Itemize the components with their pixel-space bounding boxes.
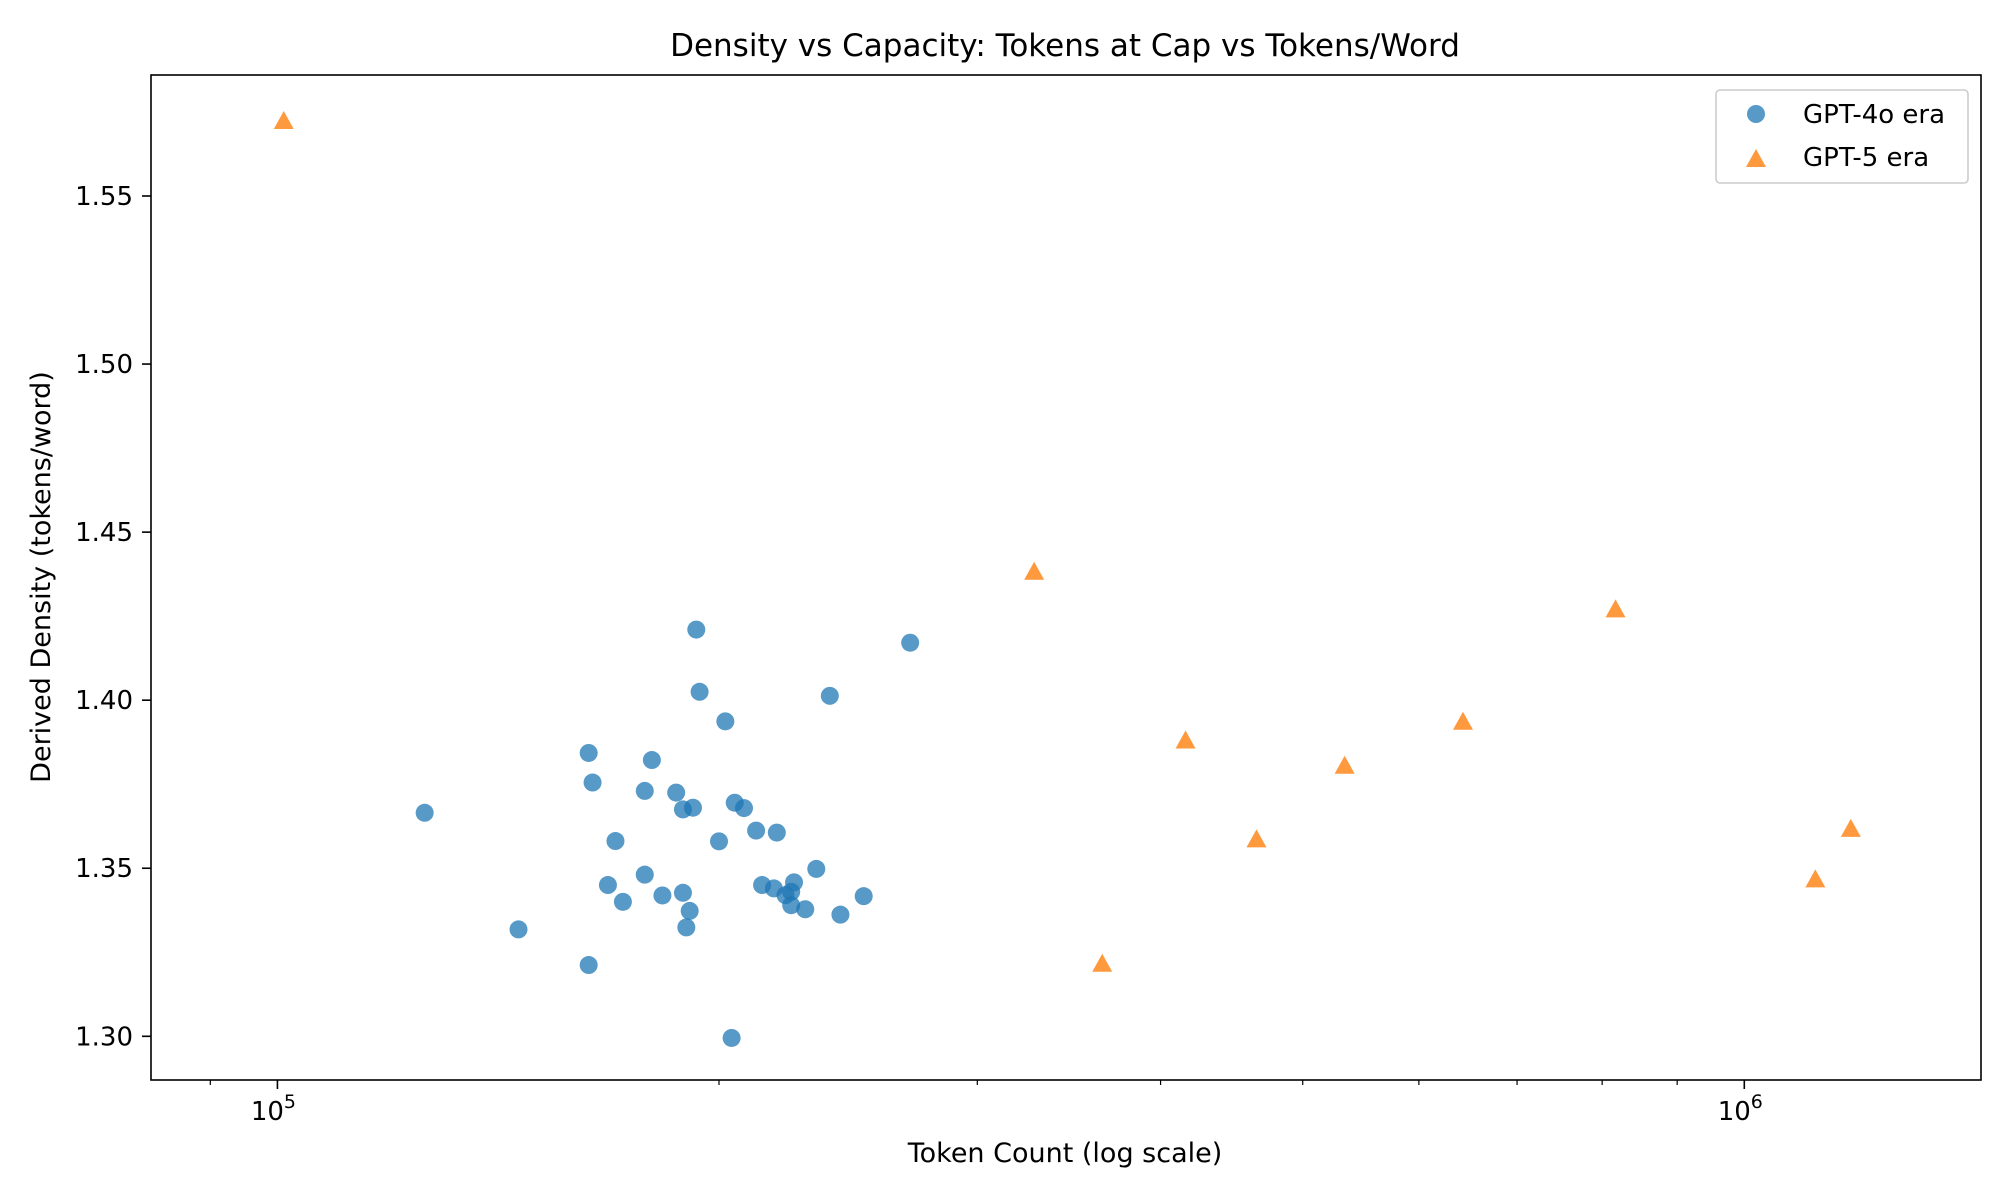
- data-point: [683, 798, 702, 817]
- data-point: [415, 803, 434, 822]
- x-axis-label: Token Count (log scale): [907, 1138, 1223, 1169]
- data-point: [854, 887, 873, 906]
- data-point: [1024, 561, 1045, 580]
- y-tick-label: 1.30: [75, 1022, 133, 1052]
- plot-area: [273, 111, 1861, 1047]
- x-tick-label: 105: [251, 1091, 296, 1127]
- y-tick-label: 1.50: [75, 350, 133, 380]
- legend-label: GPT-4o era: [1803, 100, 1945, 130]
- legend: GPT-4o era GPT-5 era: [1715, 89, 1969, 184]
- data-point: [767, 823, 786, 842]
- legend-marker-circle: [1747, 105, 1765, 123]
- data-point: [1452, 711, 1473, 730]
- legend-label: GPT-5 era: [1803, 143, 1929, 173]
- axes-frame: [150, 74, 1982, 1081]
- y-tick-label: 1.45: [75, 518, 133, 548]
- data-point: [690, 682, 709, 701]
- data-point: [635, 865, 654, 884]
- data-point: [1334, 755, 1355, 774]
- data-point: [613, 892, 632, 911]
- data-point: [680, 901, 699, 920]
- data-point: [509, 920, 528, 939]
- x-tick-label: 106: [1718, 1091, 1763, 1127]
- data-point: [1840, 818, 1861, 837]
- data-point: [1605, 599, 1626, 618]
- data-point: [642, 751, 661, 770]
- y-axis-label: Derived Density (tokens/word): [26, 371, 57, 783]
- y-tick-label: 1.40: [75, 686, 133, 716]
- y-tick-label: 1.35: [75, 854, 133, 884]
- data-point: [747, 821, 766, 840]
- data-point: [673, 883, 692, 902]
- data-point: [667, 783, 686, 802]
- data-point: [677, 918, 696, 937]
- y-tick-label: 1.55: [75, 182, 133, 212]
- data-point: [734, 799, 753, 818]
- data-point: [635, 781, 654, 800]
- data-point: [583, 773, 602, 792]
- data-point: [273, 111, 294, 130]
- data-point: [831, 905, 850, 924]
- series-gpt-4o-era: [415, 620, 920, 1047]
- data-point: [606, 832, 625, 851]
- data-point: [579, 743, 598, 762]
- legend-marker-triangle: [1746, 149, 1766, 167]
- data-point: [716, 712, 735, 731]
- data-point: [598, 876, 617, 895]
- data-point: [1175, 730, 1196, 749]
- data-point: [653, 886, 672, 905]
- chart-title: Density vs Capacity: Tokens at Cap vs To…: [670, 28, 1460, 64]
- data-point: [785, 873, 804, 892]
- data-point: [796, 900, 815, 919]
- data-point: [1246, 829, 1267, 848]
- data-point: [782, 896, 801, 915]
- data-point: [722, 1028, 741, 1047]
- data-point: [1092, 953, 1113, 972]
- data-point: [579, 956, 598, 975]
- data-point: [820, 686, 839, 705]
- data-point: [709, 832, 728, 851]
- data-point: [807, 859, 826, 878]
- axes: 1.30 1.35 1.40 1.45 1.50 1.55 105 106: [75, 74, 1982, 1127]
- series-gpt-5-era: [273, 111, 1861, 972]
- data-point: [687, 620, 706, 639]
- data-point: [901, 633, 920, 652]
- data-point: [1805, 869, 1826, 888]
- legend-box: [1715, 89, 1969, 184]
